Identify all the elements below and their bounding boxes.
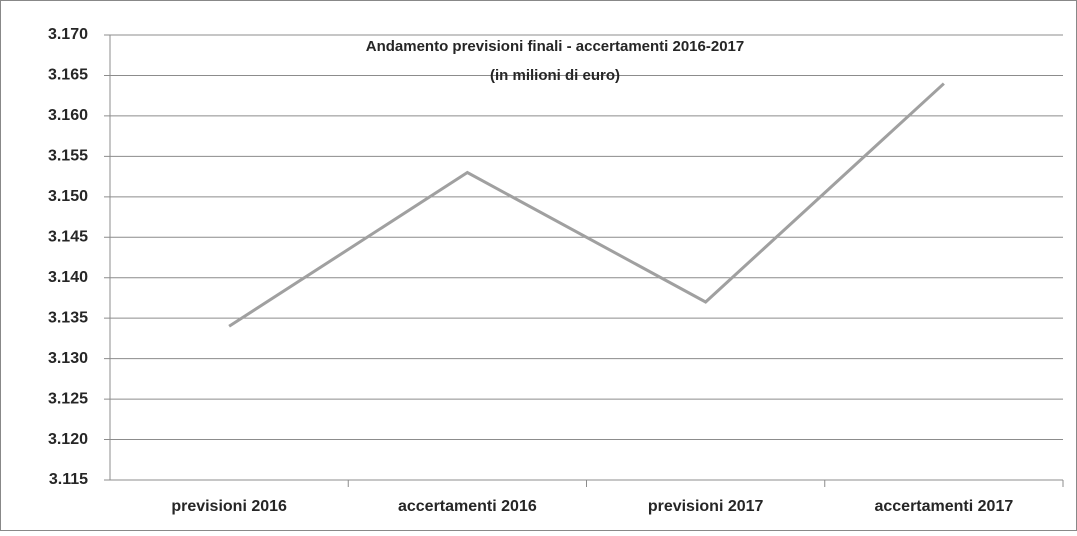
- y-tick-label: 3.170: [48, 26, 88, 43]
- y-tick-label: 3.135: [48, 309, 88, 326]
- x-tick-label: accertamenti 2017: [874, 498, 1013, 515]
- y-tick-label: 3.165: [48, 67, 88, 84]
- y-tick-label: 3.120: [48, 431, 88, 448]
- y-tick-label: 3.160: [48, 107, 88, 124]
- chart-title: Andamento previsioni finali - accertamen…: [366, 38, 744, 55]
- y-tick-label: 3.125: [48, 390, 88, 407]
- y-tick-label: 3.145: [48, 228, 88, 245]
- y-tick-label: 3.155: [48, 148, 88, 165]
- chart-subtitle: (in milioni di euro): [490, 67, 620, 84]
- line-series: [228, 82, 945, 328]
- y-tick-label: 3.115: [49, 471, 88, 488]
- x-tick-label: previsioni 2017: [648, 498, 764, 515]
- grid: [104, 34, 1064, 487]
- y-tick-label: 3.130: [48, 350, 88, 367]
- y-tick-label: 3.140: [48, 269, 88, 286]
- plot: [228, 82, 945, 328]
- y-tick-label: 3.150: [48, 188, 88, 205]
- x-tick-label: previsioni 2016: [171, 498, 287, 515]
- x-tick-label: accertamenti 2016: [398, 498, 537, 515]
